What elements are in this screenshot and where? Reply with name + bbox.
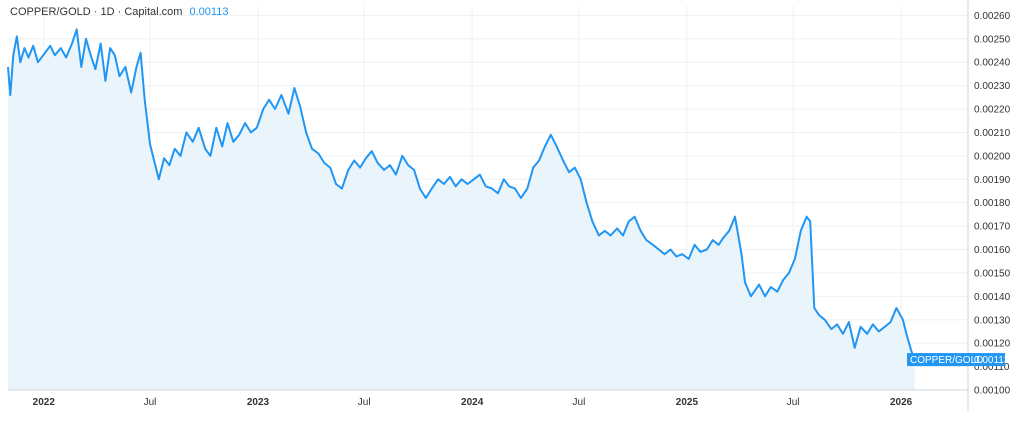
price-tag: COPPER/GOLD 0.00113 bbox=[907, 353, 1010, 367]
y-tick-label: 0.00170 bbox=[974, 222, 1011, 233]
y-tick-label: 0.00120 bbox=[974, 339, 1011, 350]
legend-symbol: COPPER/GOLD bbox=[10, 6, 91, 18]
axes bbox=[8, 0, 969, 411]
x-tick-label: Jul bbox=[787, 397, 800, 408]
x-tick-label: 2026 bbox=[890, 397, 913, 408]
x-axis-ticks: 2022 Jul 2023 Jul 2024 Jul 2025 Jul 2026 bbox=[33, 397, 913, 408]
y-tick-label: 0.00180 bbox=[974, 198, 1011, 209]
legend-interval: 1D bbox=[100, 6, 115, 18]
y-tick-label: 0.00210 bbox=[974, 128, 1011, 139]
y-tick-label: 0.00240 bbox=[974, 58, 1011, 69]
y-tick-label: 0.00130 bbox=[974, 315, 1011, 326]
y-tick-label: 0.00190 bbox=[974, 175, 1011, 186]
x-tick-label: 2022 bbox=[33, 397, 56, 408]
series-area-copper-gold bbox=[8, 29, 915, 391]
y-tick-label: 0.00250 bbox=[974, 34, 1011, 45]
y-tick-label: 0.00150 bbox=[974, 268, 1011, 279]
y-tick-label: 0.00260 bbox=[974, 11, 1011, 22]
x-tick-label: Jul bbox=[358, 397, 371, 408]
y-tick-label: 0.00220 bbox=[974, 105, 1011, 116]
y-tick-label: 0.00110 bbox=[974, 362, 1010, 373]
x-tick-label: 2023 bbox=[247, 397, 270, 408]
y-tick-label: 0.00100 bbox=[974, 386, 1011, 397]
legend-value: 0.00113 bbox=[189, 6, 229, 18]
y-axis-ticks: 0.00100 0.00110 0.00120 0.00130 0.00140 0.001… bbox=[974, 11, 1011, 397]
y-tick-label: 0.00160 bbox=[974, 245, 1011, 256]
price-tag-background bbox=[907, 353, 1005, 367]
chart-legend: COPPER/GOLD · 1D · Capital.com 0.00113 bbox=[10, 6, 228, 18]
price-tag-label: COPPER/GOLD bbox=[910, 355, 983, 366]
y-tick-label: 0.00230 bbox=[974, 81, 1011, 92]
legend-source: Capital.com bbox=[124, 6, 183, 18]
y-tick-label: 0.00140 bbox=[974, 292, 1011, 303]
y-tick-label: 0.00200 bbox=[974, 151, 1011, 162]
legend-separator: · bbox=[93, 6, 98, 18]
series-line-copper-gold bbox=[7, 28, 916, 360]
x-tick-label: 2024 bbox=[461, 397, 484, 408]
x-tick-label: Jul bbox=[573, 397, 586, 408]
x-tick-label: Jul bbox=[144, 397, 157, 408]
price-tag-value: 0.00113 bbox=[974, 355, 1010, 366]
x-tick-label: 2025 bbox=[676, 397, 699, 408]
legend-separator: · bbox=[117, 6, 122, 18]
area-fill bbox=[8, 29, 915, 391]
